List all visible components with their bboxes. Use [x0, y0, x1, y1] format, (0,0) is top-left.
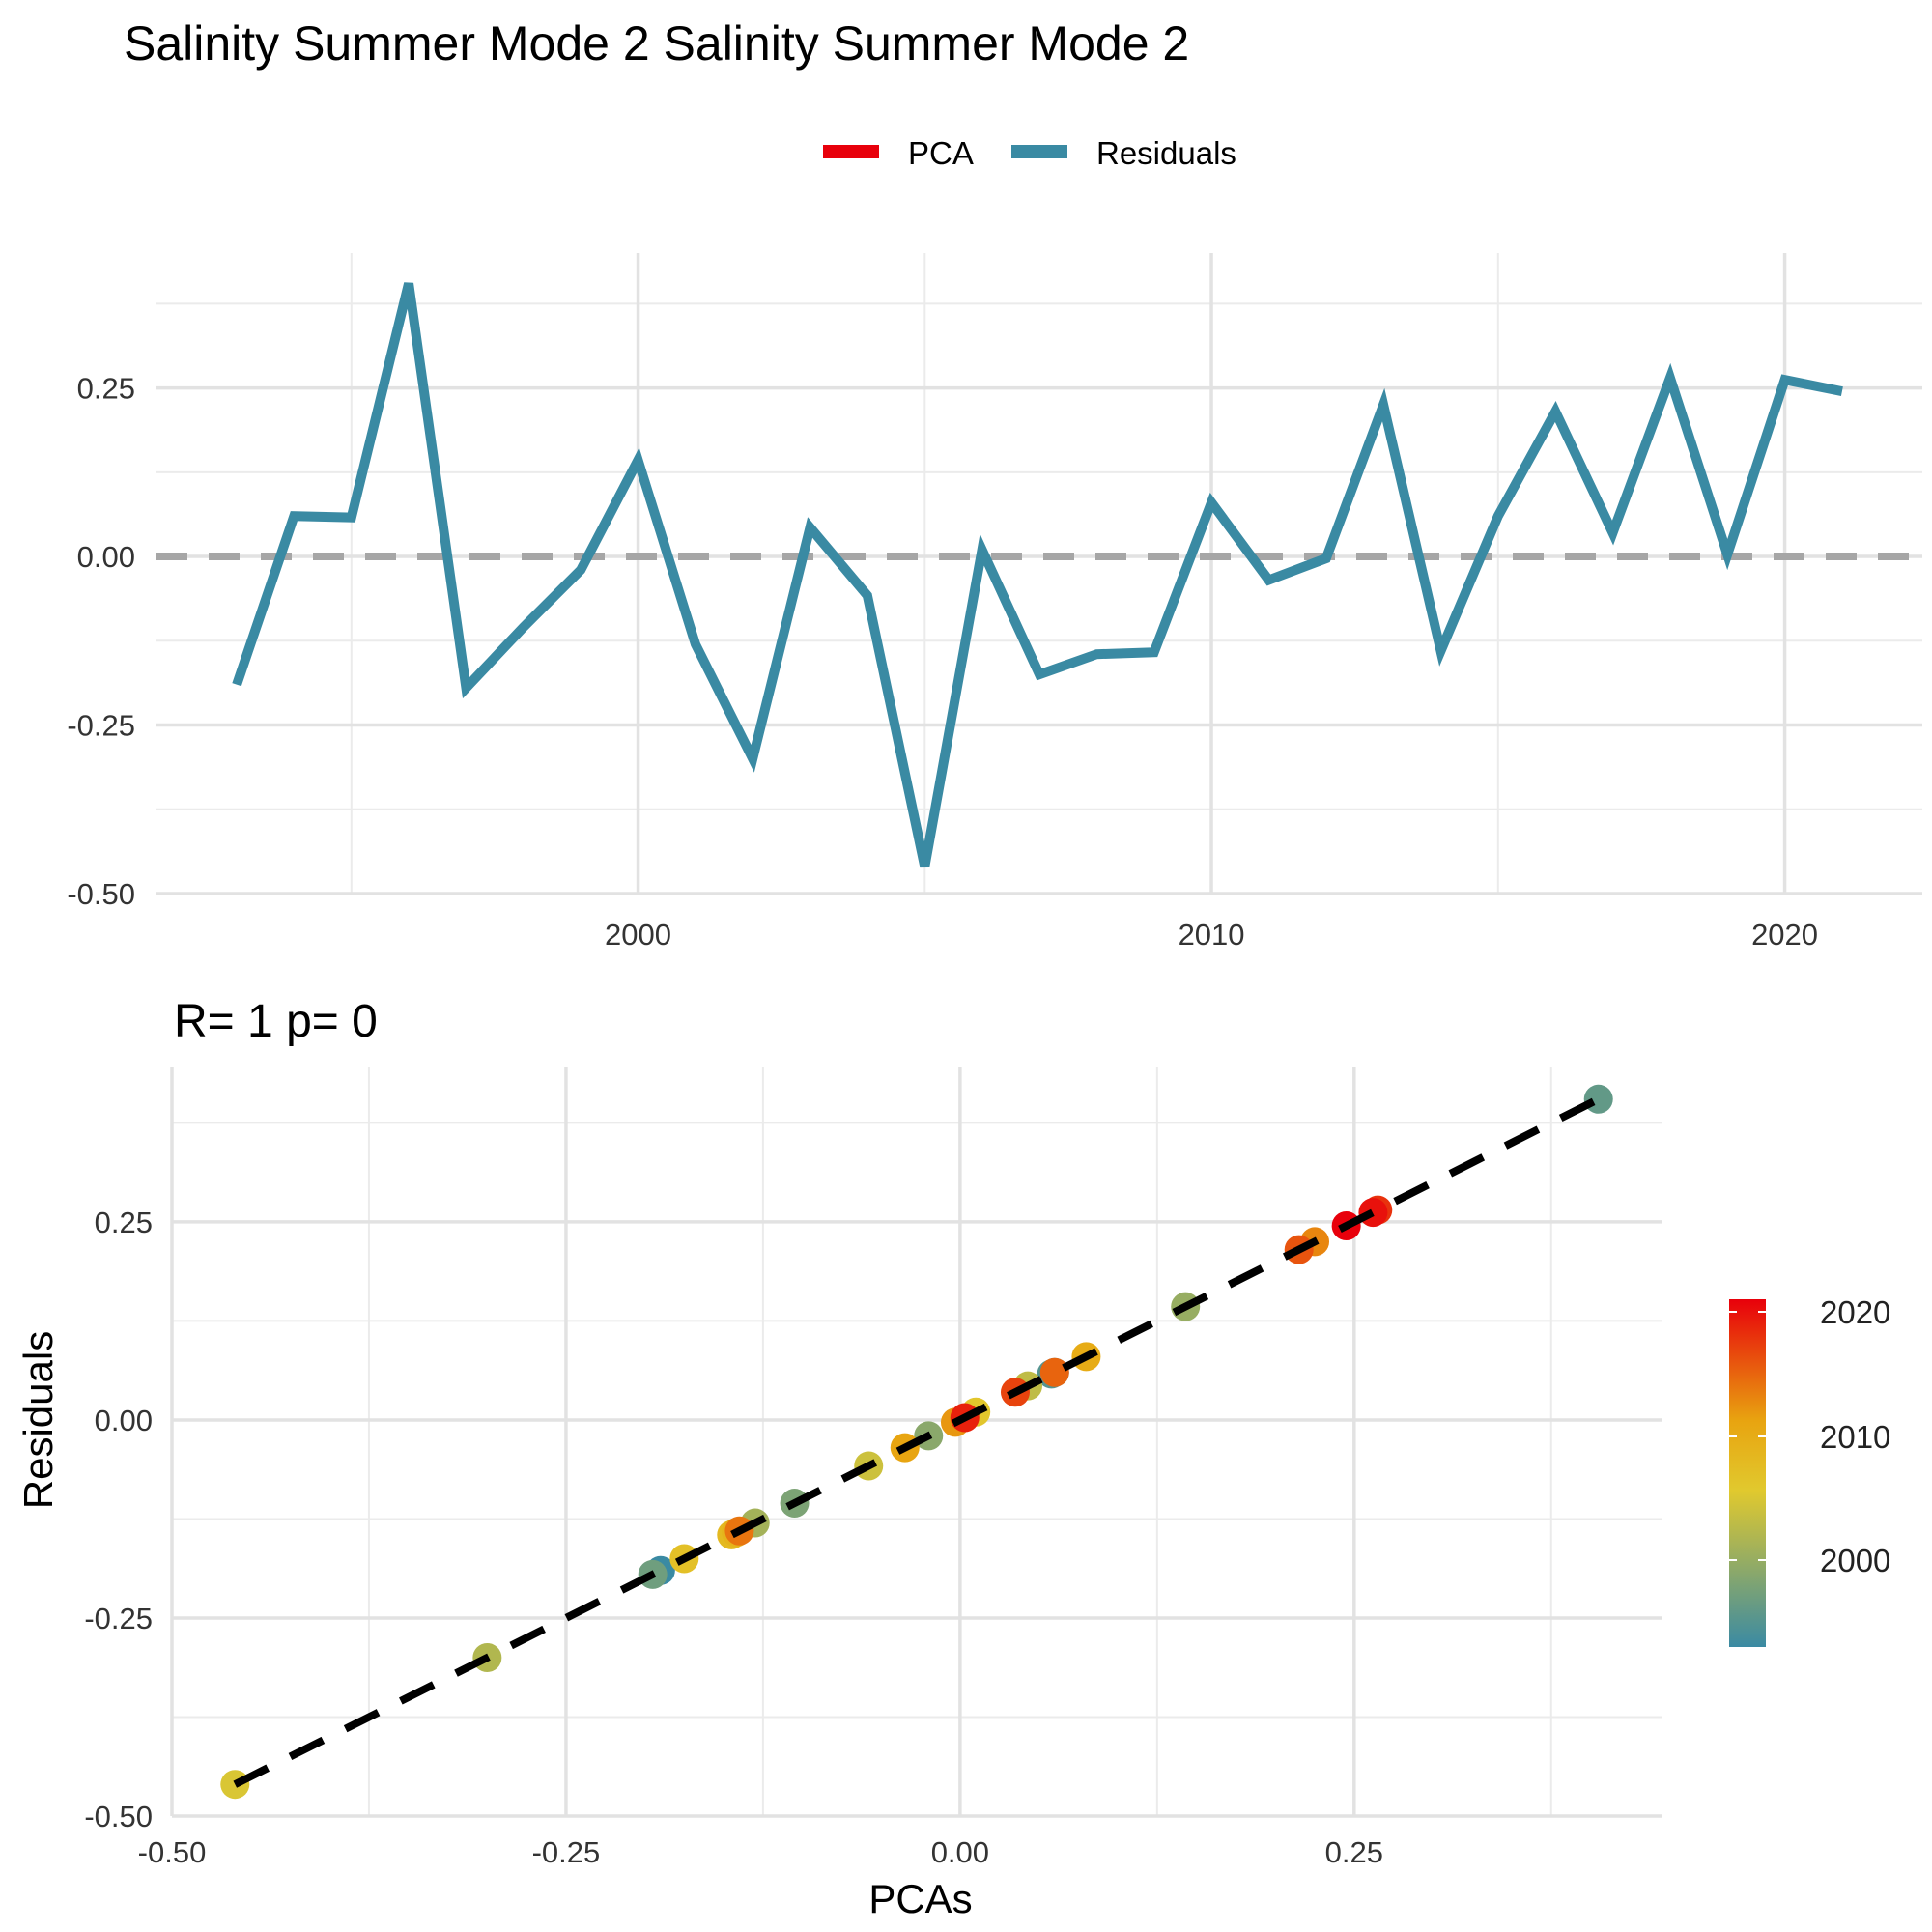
bottom-x-tick-label: -0.50 [138, 1835, 207, 1869]
bottom-x-tick-label: 0.25 [1325, 1835, 1383, 1869]
colorbar-label-2010: 2010 [1820, 1419, 1890, 1455]
top-x-tick-label: 2010 [1179, 918, 1245, 952]
figure-title: Salinity Summer Mode 2 Salinity Summer M… [124, 16, 1189, 71]
top-y-tick-label: 0.00 [77, 540, 135, 574]
pca-vs-residuals-scatter-panel: -0.50 -0.25 0.00 0.25 -0.50 -0.25 0.00 0.25 [84, 1067, 1662, 1869]
x-axis-title: PCAs [868, 1876, 972, 1921]
bottom-x-tick-label: -0.25 [532, 1835, 601, 1869]
residuals-series-line [232, 282, 1843, 868]
y-axis-title: Residuals [15, 1331, 61, 1509]
legend: PCA Residuals [823, 135, 1236, 171]
colorbar-label-2000: 2000 [1820, 1543, 1890, 1578]
bottom-x-tick-label: 0.00 [931, 1835, 989, 1869]
legend-residuals-label: Residuals [1096, 135, 1236, 171]
colorbar-label-2020: 2020 [1820, 1294, 1890, 1330]
bottom-y-tick-label: -0.25 [84, 1602, 153, 1635]
colorbar: 2020 2010 2000 [1729, 1294, 1890, 1647]
top-y-tick-label: -0.25 [67, 709, 135, 743]
top-y-tick-label: 0.25 [77, 372, 135, 406]
scatter-point-2015 [1039, 1357, 1069, 1387]
bottom-y-tick-label: 0.25 [95, 1206, 153, 1239]
bottom-y-tick-label: -0.50 [84, 1800, 153, 1833]
top-x-tick-label: 2020 [1751, 918, 1818, 952]
legend-pca-label: PCA [908, 135, 974, 171]
bottom-y-tick-label: 0.00 [95, 1404, 153, 1437]
colorbar-gradient [1729, 1299, 1766, 1647]
residuals-time-series-panel: -0.50 -0.25 0.00 0.25 2000 2010 2020 [67, 253, 1922, 952]
scatter-point-2020 [1358, 1198, 1388, 1228]
stats-label: R= 1 p= 0 [174, 996, 378, 1047]
top-x-tick-label: 2000 [605, 918, 671, 952]
top-y-tick-label: -0.50 [67, 877, 135, 911]
fit-line [233, 1095, 1601, 1788]
